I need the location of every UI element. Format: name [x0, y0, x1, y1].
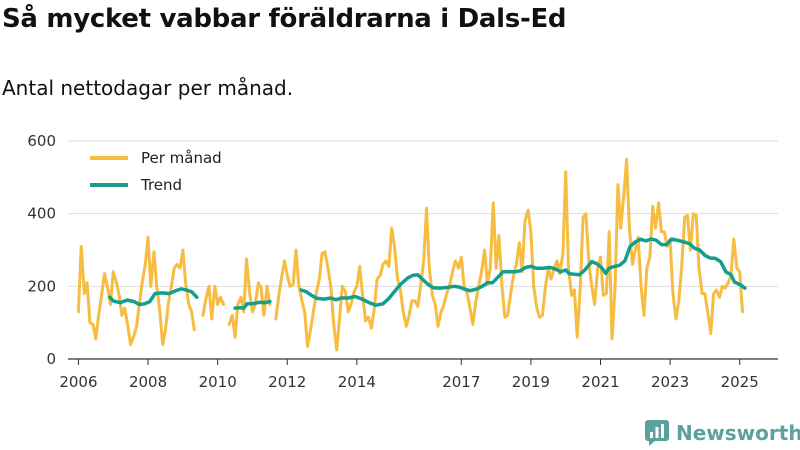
x-tick-label: 2023: [651, 373, 689, 391]
series-line-trend: [233, 299, 272, 310]
x-tick-label: 2006: [59, 373, 97, 391]
series-line-per-month: [274, 157, 744, 352]
series-line-per-month: [201, 284, 226, 321]
x-tick-label: 2012: [268, 373, 306, 391]
chart-subtitle: Antal nettodagar per månad.: [2, 76, 294, 100]
x-tick-label: 2010: [199, 373, 237, 391]
x-tick-label: 2025: [721, 373, 759, 391]
y-tick-label: 400: [27, 205, 56, 223]
x-tick-label: 2021: [581, 373, 619, 391]
brand-name: Newsworthy: [676, 421, 800, 445]
y-tick-label: 0: [46, 350, 56, 368]
series-line-trend: [299, 237, 747, 307]
x-tick-label: 2014: [338, 373, 376, 391]
y-tick-label: 200: [27, 277, 56, 295]
legend-label: Per månad: [141, 149, 222, 167]
brand-logo: Newsworthy: [645, 419, 800, 447]
newsworthy-logo-icon: [645, 420, 669, 446]
axes: 0 200 400 600 2006 2008 2010 2012 2014 2017 2019 20…: [27, 132, 778, 391]
x-tick-label: 2008: [129, 373, 167, 391]
series-lines: [76, 157, 747, 352]
series-line-trend: [108, 287, 199, 307]
series-line-per-month: [76, 235, 196, 346]
x-tick-label: 2019: [512, 373, 550, 391]
chart-title: Så mycket vabbar föräldrarna i Dals-Ed: [2, 4, 567, 34]
y-tick-label: 600: [27, 132, 56, 150]
x-tick-label: 2017: [442, 373, 480, 391]
series-line-per-month: [227, 257, 272, 339]
legend: Per månad Trend: [90, 149, 222, 194]
legend-label: Trend: [140, 176, 182, 194]
